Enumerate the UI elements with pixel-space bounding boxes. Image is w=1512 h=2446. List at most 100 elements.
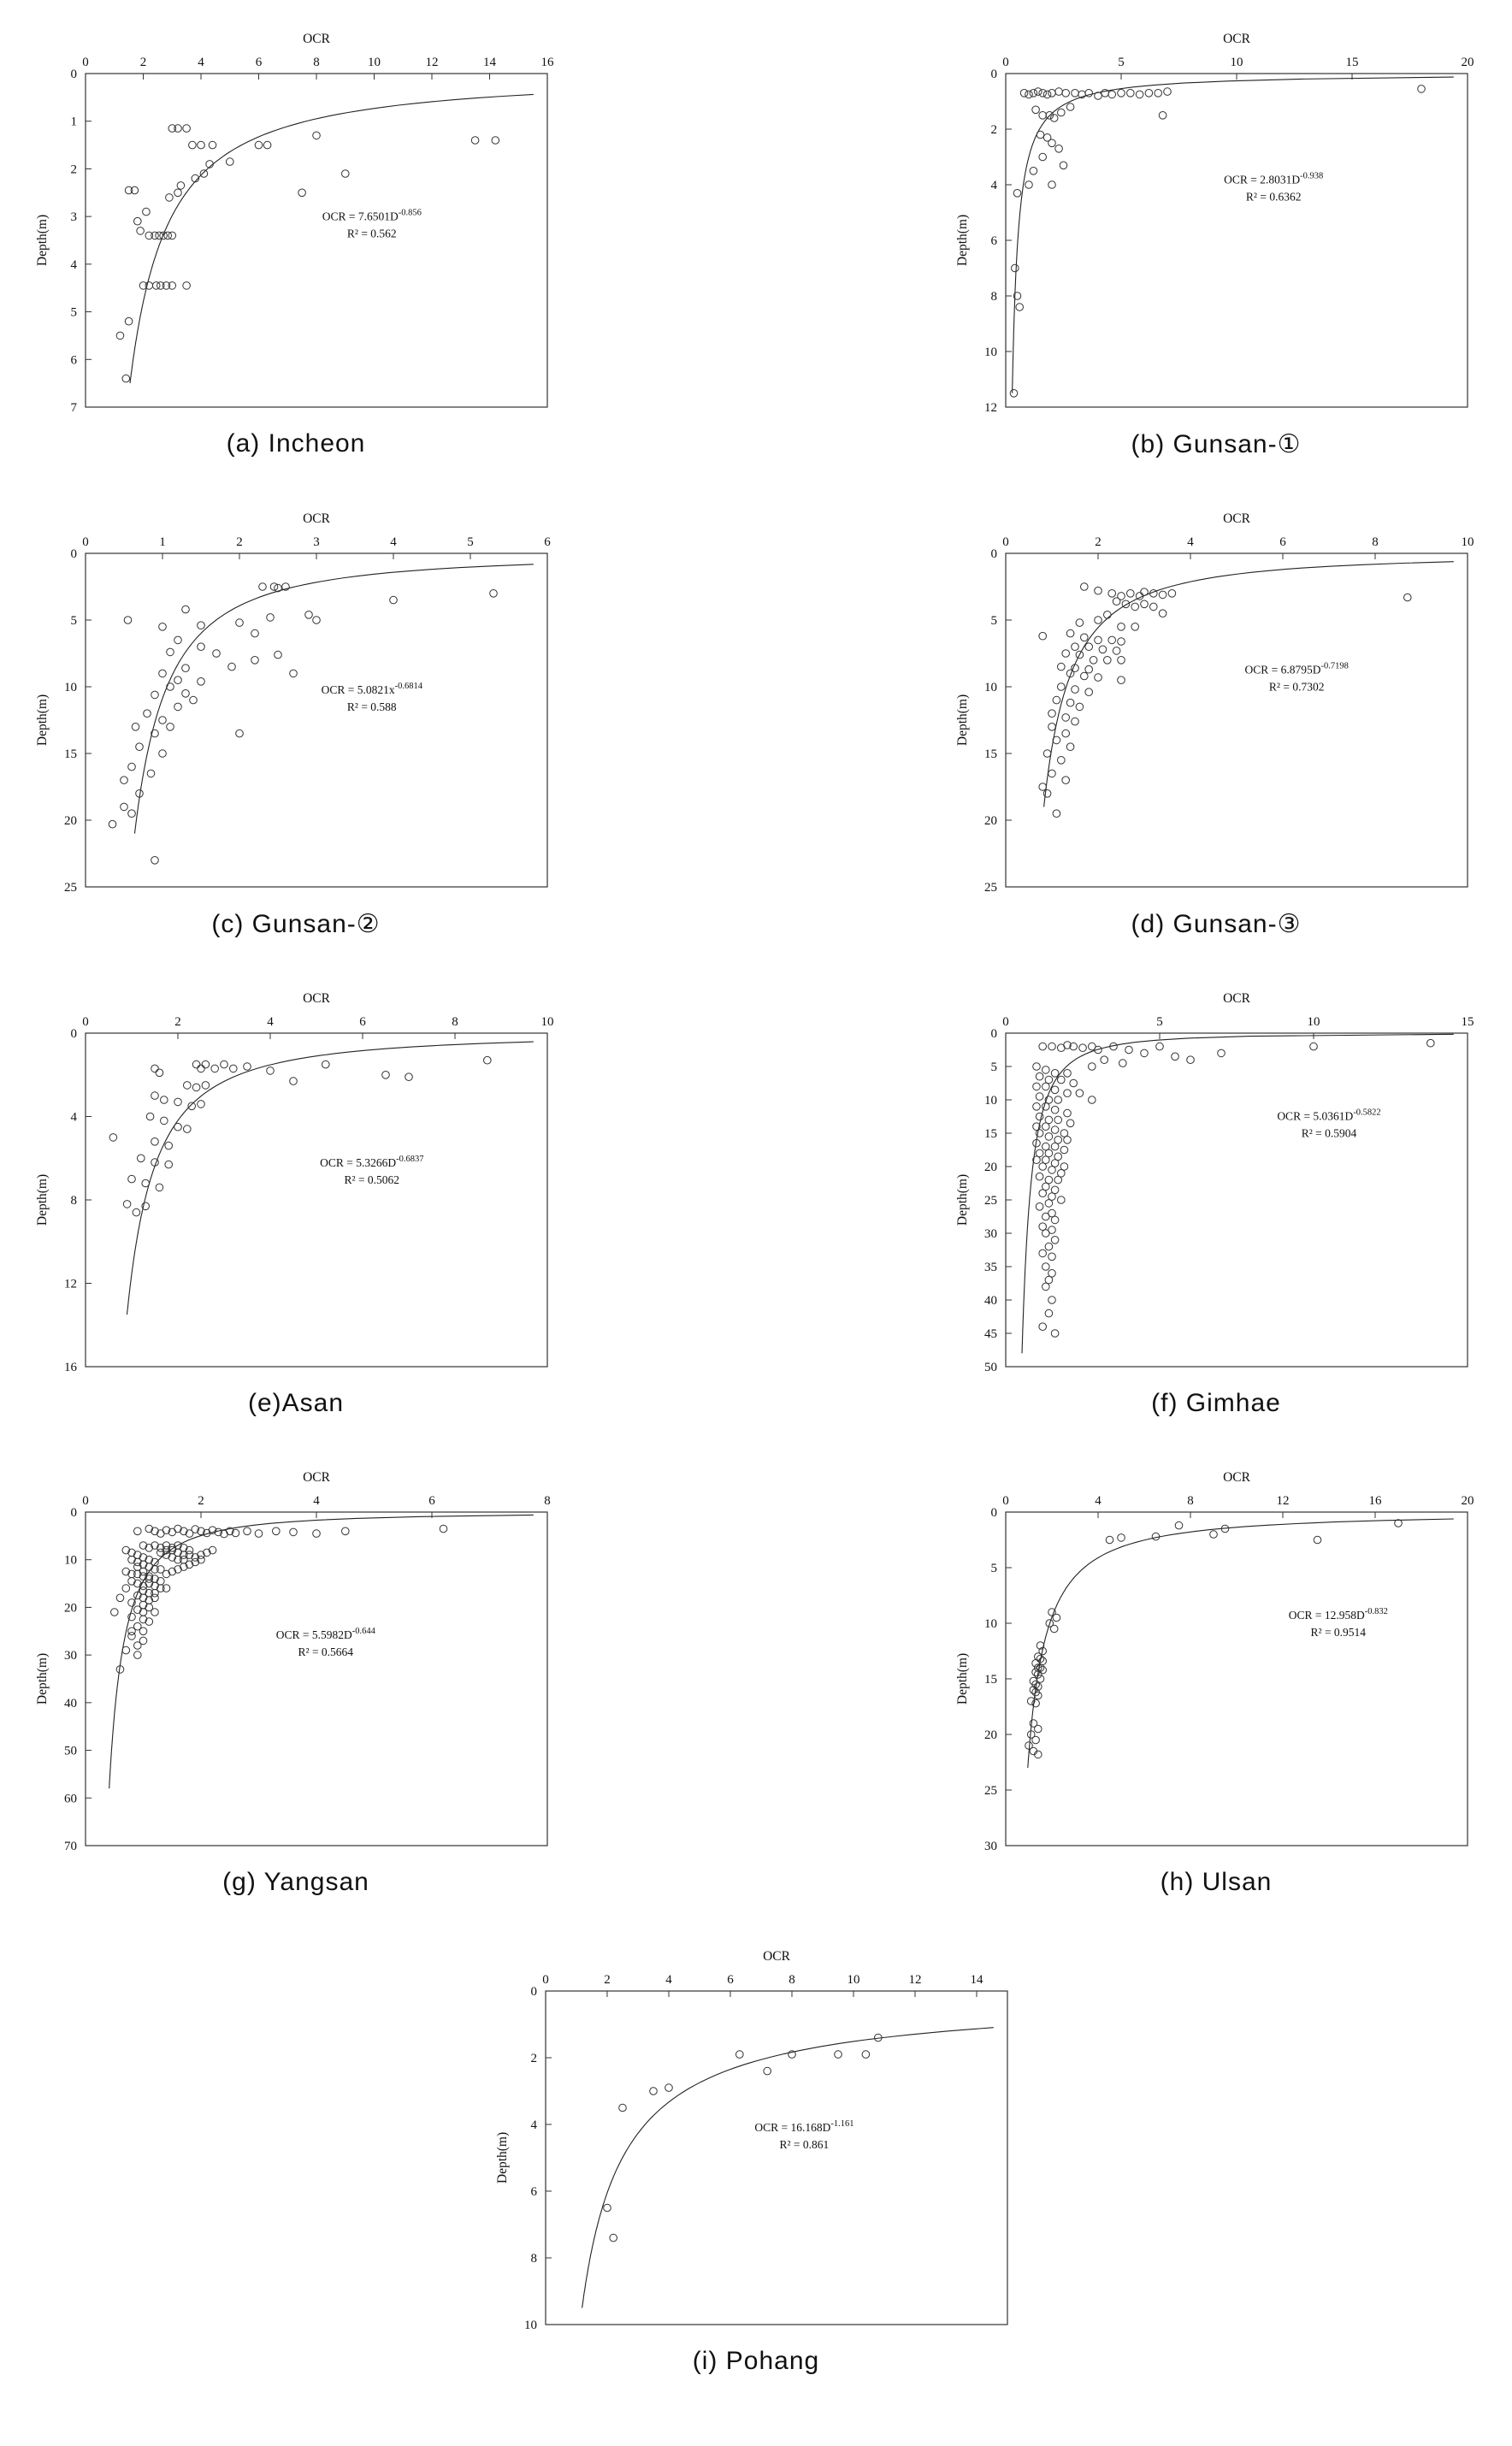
svg-text:6: 6 — [359, 1015, 366, 1029]
svg-text:20: 20 — [1462, 56, 1474, 69]
svg-text:10: 10 — [524, 2319, 537, 2332]
svg-text:2: 2 — [1095, 535, 1102, 549]
svg-text:20: 20 — [1462, 1494, 1474, 1508]
svg-text:5: 5 — [991, 614, 998, 628]
svg-text:R² = 0.562: R² = 0.562 — [347, 227, 397, 240]
fit-curve — [1021, 1033, 1454, 1354]
plot-frame — [1005, 552, 1468, 888]
svg-text:45: 45 — [984, 1327, 997, 1341]
svg-text:25: 25 — [64, 881, 77, 895]
svg-text:2: 2 — [140, 56, 147, 69]
svg-text:4: 4 — [267, 1015, 274, 1029]
svg-text:4: 4 — [1095, 1494, 1102, 1508]
svg-text:OCR = 5.3266D-0.6837: OCR = 5.3266D-0.6837 — [320, 1155, 423, 1169]
svg-text:OCR = 5.5982D-0.644: OCR = 5.5982D-0.644 — [276, 1627, 376, 1641]
svg-text:0: 0 — [82, 1494, 89, 1508]
chart-canvas-incheon: 0 2 4 6 8 10 12 14 16 OCR 0 1 2 3 4 5 6 7 Depth(m) OCR = 7.… — [22, 17, 570, 419]
caption-yangsan: (g) Yangsan — [222, 1868, 369, 1896]
svg-text:R² = 0.861: R² = 0.861 — [780, 2138, 830, 2151]
x-axis-title: OCR — [303, 511, 331, 526]
chart-svg: 0 5 10 15 20 OCR 0 2 4 6 8 10 12 Depth(m) OCR = 2.8031… — [955, 32, 1474, 415]
svg-text:60: 60 — [64, 1792, 77, 1805]
equation-label: OCR = 5.3266D-0.6837 R² = 0.5062 — [320, 1155, 423, 1186]
x-axis-title: OCR — [1223, 511, 1251, 526]
svg-text:2: 2 — [174, 1015, 181, 1029]
svg-text:10: 10 — [1308, 1015, 1320, 1029]
chart-canvas-gunsan-1: 0 5 10 15 20 OCR 0 2 4 6 8 10 12 Depth(m) OCR = 2.8031… — [942, 17, 1490, 419]
svg-text:6: 6 — [544, 535, 551, 549]
svg-text:4: 4 — [531, 2118, 538, 2132]
svg-text:6: 6 — [1279, 535, 1286, 549]
svg-text:6: 6 — [531, 2185, 538, 2199]
svg-text:10: 10 — [848, 1973, 860, 1987]
svg-text:OCR = 2.8031D-0.938: OCR = 2.8031D-0.938 — [1224, 172, 1323, 186]
svg-text:10: 10 — [1231, 56, 1243, 69]
equation-label: OCR = 5.0361D-0.5822 R² = 0.5904 — [1277, 1108, 1380, 1139]
figure-row-4: 0 2 4 6 8 OCR 0 10 20 30 40 50 60 70 Depth(m) OCR = 5.5… — [0, 1456, 1512, 1897]
fit-curve — [1012, 76, 1454, 393]
svg-text:5: 5 — [1118, 56, 1125, 69]
equation-label: OCR = 6.8795D-0.7198 R² = 0.7302 — [1245, 661, 1349, 693]
svg-text:2: 2 — [236, 535, 243, 549]
svg-text:15: 15 — [1346, 56, 1359, 69]
svg-text:3: 3 — [71, 210, 78, 224]
caption-gimhae: (f) Gimhae — [1151, 1389, 1281, 1417]
svg-text:4: 4 — [198, 56, 204, 69]
caption-ulsan: (h) Ulsan — [1160, 1868, 1273, 1896]
chart-canvas-pohang: 0 2 4 6 8 10 12 14 OCR 0 2 4 6 8 10 Depth(m) OCR = 16.16… — [482, 1935, 1030, 2337]
chart-canvas-gimhae: 0 5 10 15 OCR 0 5 10 15 20 25 30 35 40 45 50 Depth(m) OCR… — [942, 977, 1490, 1379]
svg-text:35: 35 — [984, 1261, 997, 1274]
svg-text:R² = 0.7302: R² = 0.7302 — [1269, 680, 1325, 693]
figure-pohang: 0 2 4 6 8 10 12 14 OCR 0 2 4 6 8 10 Depth(m) OCR = 16.16… — [482, 1935, 1030, 2376]
chart-canvas-yangsan: 0 2 4 6 8 OCR 0 10 20 30 40 50 60 70 Depth(m) OCR = 5.5… — [22, 1456, 570, 1858]
chart-svg: 0 2 4 6 8 10 12 14 OCR 0 2 4 6 8 10 Depth(m) OCR = 16.16… — [495, 1949, 1008, 2332]
chart-canvas-gunsan-2: 0 1 2 3 4 5 6 OCR 0 5 10 15 20 25 Depth(m) OCR = 5.0821… — [22, 497, 570, 899]
caption-pohang: (i) Pohang — [692, 2347, 820, 2375]
svg-text:0: 0 — [82, 56, 89, 69]
svg-text:0: 0 — [991, 1027, 998, 1041]
svg-text:0: 0 — [1002, 1015, 1009, 1029]
svg-text:20: 20 — [984, 814, 997, 828]
plot-frame — [85, 73, 548, 408]
svg-text:15: 15 — [984, 1673, 997, 1687]
y-axis: 0 2 4 6 8 10 12 Depth(m) — [955, 68, 1012, 415]
x-axis-title: OCR — [303, 32, 331, 46]
svg-text:12: 12 — [909, 1973, 922, 1987]
x-axis-title: OCR — [763, 1949, 791, 1964]
svg-text:0: 0 — [82, 535, 89, 549]
svg-text:0: 0 — [542, 1973, 549, 1987]
x-axis-title: OCR — [1223, 32, 1251, 46]
equation-label: OCR = 7.6501D-0.856 R² = 0.562 — [322, 209, 422, 240]
svg-text:15: 15 — [984, 1127, 997, 1141]
equation-label: OCR = 5.5982D-0.644 R² = 0.5664 — [276, 1627, 376, 1658]
svg-text:14: 14 — [971, 1973, 984, 1987]
figure-gunsan-1: 0 5 10 15 20 OCR 0 2 4 6 8 10 12 Depth(m) OCR = 2.8031… — [942, 17, 1490, 459]
figure-gunsan-2: 0 1 2 3 4 5 6 OCR 0 5 10 15 20 25 Depth(m) OCR = 5.0821… — [22, 497, 570, 939]
y-axis-title: Depth(m) — [35, 694, 50, 746]
chart-svg: 0 1 2 3 4 5 6 OCR 0 5 10 15 20 25 Depth(m) OCR = 5.0821… — [35, 511, 551, 895]
svg-text:8: 8 — [788, 1973, 795, 1987]
y-axis: 0 4 8 12 16 Depth(m) — [35, 1027, 92, 1374]
caption-gunsan-2: (c) Gunsan-② — [211, 910, 381, 938]
y-axis-title: Depth(m) — [35, 215, 50, 266]
svg-text:8: 8 — [452, 1015, 458, 1029]
data-points — [115, 124, 500, 383]
svg-text:25: 25 — [984, 1784, 997, 1798]
svg-text:25: 25 — [984, 1194, 997, 1208]
svg-text:OCR = 5.0361D-0.5822: OCR = 5.0361D-0.5822 — [1277, 1108, 1380, 1122]
svg-text:8: 8 — [1372, 535, 1379, 549]
svg-text:15: 15 — [1462, 1015, 1474, 1029]
svg-text:10: 10 — [984, 346, 997, 359]
svg-text:20: 20 — [984, 1161, 997, 1174]
y-axis: 0 1 2 3 4 5 6 7 Depth(m) — [35, 68, 92, 415]
svg-text:5: 5 — [991, 1061, 998, 1074]
svg-text:10: 10 — [984, 681, 997, 694]
svg-text:2: 2 — [71, 162, 78, 176]
svg-text:10: 10 — [64, 1554, 77, 1568]
plot-frame — [1005, 73, 1468, 408]
chart-svg: 0 5 10 15 OCR 0 5 10 15 20 25 30 35 40 45 50 Depth(m) OCR… — [955, 991, 1474, 1374]
svg-text:4: 4 — [665, 1973, 672, 1987]
x-axis: 0 5 10 15 20 OCR — [1002, 32, 1474, 80]
